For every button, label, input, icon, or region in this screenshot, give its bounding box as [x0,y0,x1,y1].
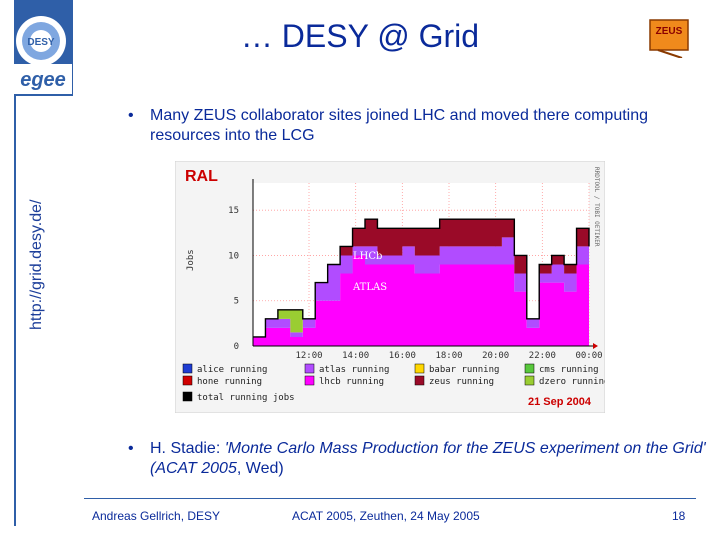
legend-swatch-alice [182,363,193,374]
area-zeus [253,219,589,337]
bullet-2-italic: 'Monte Carlo Mass Production for the ZEU… [150,440,706,477]
y-tick-label: 15 [228,206,239,216]
zeus-logo-box [649,19,689,51]
legend-swatch-lhcb [304,375,315,386]
legend-label-atlas: atlas running [319,365,389,375]
annotation-zeus: ZEUS [353,210,383,221]
footer-page-number: 18 [672,509,686,523]
x-tick-label: 20:00 [482,351,509,361]
footer-rule [84,498,696,499]
legend-label-lhcb: lhcb running [319,377,384,387]
footer-author: Andreas Gellrich, DESY [92,509,221,523]
legend-swatch-hone [182,375,193,386]
chart-annotations: ZEUS LHCb ATLAS [352,210,387,293]
x-tick-label: 14:00 [342,351,369,361]
legend-item-zeus: zeus running [414,375,494,387]
chart-axes: 0 5 10 15 12:00 14:00 16:00 18:00 20:00 22:00 00:0… [228,179,603,361]
sidebar: DESY egee http://grid.desy.de/ [0,0,82,540]
y-tick-label: 0 [234,342,239,352]
desy-logo: DESY [16,16,66,66]
sidebar-rule [14,96,16,526]
x-axis-arrow [593,343,598,349]
legend-swatch-babar [414,363,425,374]
legend-swatch-zeus [414,375,425,386]
legend-item-atlas: atlas running [304,363,389,375]
legend-swatch-cms [524,363,535,374]
x-tick-label: 00:00 [575,351,602,361]
legend-swatch-dzero [524,375,535,386]
legend-item-cms: cms running [524,363,599,375]
bullet-dot: • [128,440,134,457]
chart-areas [253,218,590,346]
egee-logo: egee [14,64,72,94]
legend-label-total: total running jobs [197,393,295,403]
legend-label-cms: cms running [539,365,599,375]
legend-item-babar: babar running [414,363,499,375]
legend-swatch-atlas [304,363,315,374]
chart-date-label: 21 Sep 2004 [528,396,592,408]
jobs-chart: RAL RRDTOOL / TOBI OETIKER Jobs ZEUS LHCb… [175,161,605,413]
legend-label-babar: babar running [429,365,499,375]
area-lhcb [253,255,589,346]
egee-logo-text: egee [20,69,66,91]
desy-logo-text: DESY [27,37,55,48]
chart-legend: alice running atlas running babar running c… [182,363,605,403]
annotation-lhcb: LHCb [353,251,382,262]
egee-logo-bg [14,64,72,94]
y-tick-label: 10 [228,251,239,261]
legend-item-alice: alice running [182,363,267,375]
legend-item-hone: hone running [182,375,262,387]
x-tick-label: 22:00 [529,351,556,361]
total-line [253,218,590,338]
vertical-url[interactable]: http://grid.desy.de/ [28,199,45,330]
legend-swatch-total [182,391,193,402]
legend-item-lhcb: lhcb running [304,375,384,387]
legend-label-alice: alice running [197,365,267,375]
bullet-2-suffix: , Wed) [236,460,284,477]
desy-logo-core [30,30,52,52]
area-atlas [253,237,589,337]
page-title: … DESY @ Grid [240,18,480,54]
x-tick-label: 18:00 [435,351,462,361]
bullet-2-text: H. Stadie: 'Monte Carlo Mass Production … [150,439,710,479]
x-tick-label: 12:00 [295,351,322,361]
legend-item-total: total running jobs [182,391,295,403]
footer-event: ACAT 2005, Zeuthen, 24 May 2005 [292,509,480,523]
legend-label-dzero: dzero running [539,377,605,387]
chart-title: RAL [185,168,218,185]
bullet-2-prefix: H. Stadie: [150,440,225,457]
legend-label-zeus: zeus running [429,377,494,387]
chart-ylabel: Jobs [186,249,196,271]
zeus-logo: ZEUS [649,19,689,58]
y-tick-label: 5 [234,297,239,307]
legend-label-hone: hone running [197,377,262,387]
x-tick-label: 16:00 [389,351,416,361]
zeus-logo-text: ZEUS [656,26,683,37]
chart-side-label: RRDTOOL / TOBI OETIKER [593,167,600,247]
legend-item-dzero: dzero running [524,375,605,387]
zeus-logo-stroke [657,49,683,58]
bullet-1-text: Many ZEUS collaborator sites joined LHC … [150,107,649,144]
annotation-atlas: ATLAS [352,282,387,293]
bullet-dot: • [128,107,134,124]
